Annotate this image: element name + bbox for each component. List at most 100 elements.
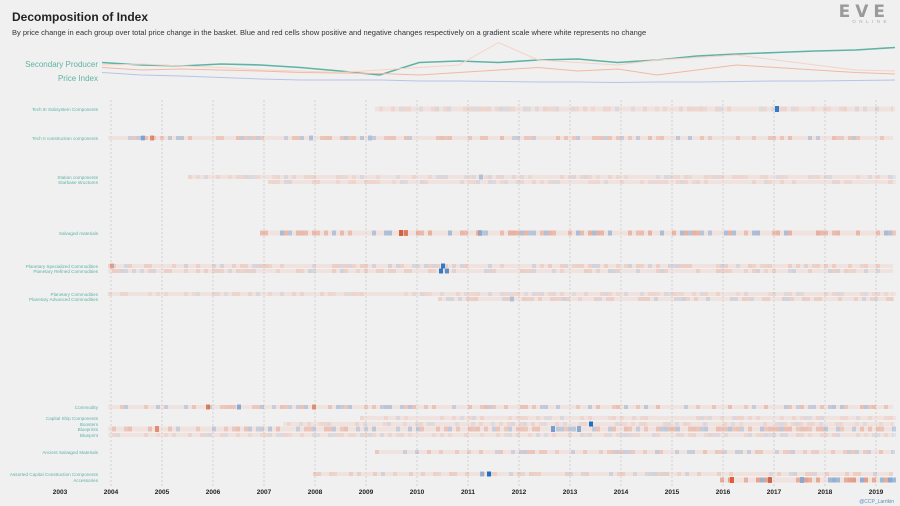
heatmap-cell — [824, 292, 828, 296]
heatmap-cell — [552, 230, 556, 236]
heatmap-cell — [572, 175, 576, 179]
heatmap-cell — [589, 421, 593, 427]
x-tick-label: 2012 — [512, 489, 527, 496]
heatmap-cell — [820, 426, 824, 432]
heatmap-cell — [440, 136, 444, 140]
heatmap-cell — [700, 426, 704, 432]
heatmap-cell — [552, 433, 556, 437]
heatmap-cell — [317, 472, 321, 476]
heatmap-cell — [220, 264, 224, 268]
heatmap-cell — [876, 230, 880, 236]
heatmap-cell — [562, 297, 566, 301]
heatmap-cell — [564, 136, 568, 140]
heatmap-cell — [533, 472, 537, 476]
heatmap-cell — [868, 426, 872, 432]
heatmap-cell — [672, 175, 676, 179]
heatmap-cell — [848, 180, 852, 184]
heatmap-cell — [755, 450, 759, 454]
heatmap-cell — [697, 472, 701, 476]
heatmap-cell — [884, 292, 888, 296]
heatmap-cell — [760, 433, 764, 437]
heatmap-cell — [803, 450, 807, 454]
heatmap-cell — [248, 175, 252, 179]
heatmap-cell — [763, 106, 767, 112]
heatmap-cell — [708, 230, 712, 236]
heatmap-cell — [212, 269, 216, 273]
heatmap-cell — [344, 136, 348, 140]
x-tick-label: 2017 — [767, 489, 782, 496]
heatmap-cell — [480, 416, 484, 420]
heatmap-cell — [272, 405, 276, 409]
heatmap-cell — [224, 426, 228, 432]
heatmap-cell — [604, 292, 608, 296]
heatmap-cell — [784, 230, 788, 236]
heatmap-cell — [843, 450, 847, 454]
heatmap-cell — [431, 106, 435, 112]
heatmap-cell — [796, 264, 800, 268]
heatmap-cell — [720, 477, 724, 483]
heatmap-cell — [776, 426, 780, 432]
heatmap-cell — [796, 433, 800, 437]
heatmap-cell — [811, 422, 815, 426]
heatmap-cell — [764, 477, 768, 483]
heatmap-cell — [823, 106, 827, 112]
heatmap-cell — [660, 136, 664, 140]
heatmap-cell — [280, 230, 284, 236]
heatmap-cell — [508, 433, 512, 437]
heatmap-cell — [284, 405, 288, 409]
row-label: Planetary Specialized Commodities — [26, 264, 99, 269]
heatmap-cell — [704, 433, 708, 437]
heatmap-cell — [731, 422, 735, 426]
heatmap-cell — [495, 106, 499, 112]
heatmap-cell — [436, 175, 440, 179]
heatmap-cell — [840, 426, 844, 432]
heatmap-cell — [548, 264, 552, 268]
heatmap-cell — [746, 297, 750, 301]
heatmap-cell — [716, 175, 720, 179]
heatmap-cell — [164, 292, 168, 296]
heatmap-cell — [748, 264, 752, 268]
heatmap-cell — [756, 230, 760, 236]
heatmap-cell — [631, 422, 635, 426]
heatmap-cell — [856, 136, 860, 140]
heatmap-cell — [675, 450, 679, 454]
heatmap-cell — [782, 297, 786, 301]
heatmap-cell — [723, 450, 727, 454]
heatmap-cell — [672, 264, 676, 268]
heatmap-cell — [840, 136, 844, 140]
heatmap-cell — [268, 264, 272, 268]
heatmap-cell — [228, 175, 232, 179]
heatmap-cell — [612, 405, 616, 409]
heatmap-cell — [520, 230, 524, 236]
heatmap-cell — [608, 426, 612, 432]
heatmap-cell — [616, 405, 620, 409]
heatmap-cell — [624, 426, 628, 432]
heatmap-cell — [148, 426, 152, 432]
heatmap-cell — [764, 180, 768, 184]
heatmap-cell — [539, 450, 543, 454]
heatmap-cell — [811, 450, 815, 454]
heatmap-cell — [769, 472, 773, 476]
heatmap-cell — [892, 433, 896, 437]
heatmap-cell — [814, 297, 818, 301]
heatmap-cell — [466, 297, 470, 301]
heatmap-cell — [308, 426, 312, 432]
heatmap-cell — [715, 450, 719, 454]
heatmap-cell — [372, 230, 376, 236]
heatmap-cell — [344, 426, 348, 432]
heatmap-cell — [832, 405, 836, 409]
heatmap-cell — [357, 472, 361, 476]
heatmap-cell — [336, 405, 340, 409]
heatmap-cell — [572, 292, 576, 296]
heatmap-cell — [652, 433, 656, 437]
heatmap-cell — [296, 405, 300, 409]
heatmap-cell — [168, 426, 172, 432]
heatmap-cell — [656, 433, 660, 437]
heatmap-cell — [804, 416, 808, 420]
heatmap-cell — [415, 422, 419, 426]
heatmap-cell — [832, 269, 836, 273]
heatmap-cell — [532, 269, 536, 273]
heatmap-cell — [632, 433, 636, 437]
heatmap-cell — [499, 106, 503, 112]
heatmap-cell — [663, 106, 667, 112]
